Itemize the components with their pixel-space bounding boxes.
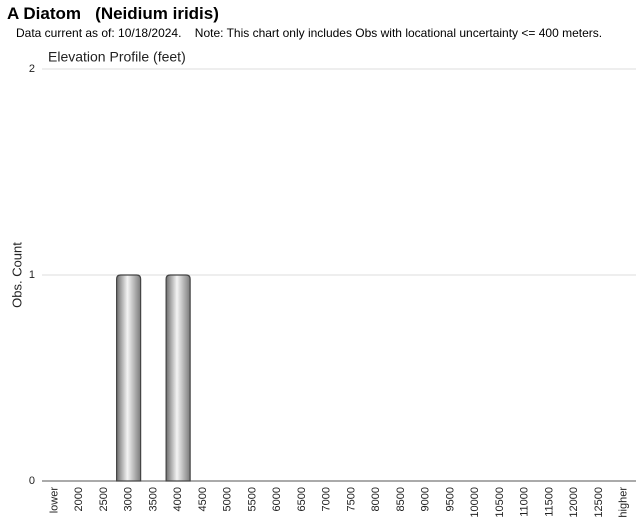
x-tick-label: 5500 — [246, 487, 258, 511]
x-tick-label: 6000 — [271, 487, 283, 511]
bar — [165, 274, 191, 482]
x-tick-label: 12000 — [568, 487, 580, 518]
x-tick-label: 2000 — [73, 487, 85, 511]
x-tick-label: 6500 — [296, 487, 308, 511]
x-tick-label: 7500 — [345, 487, 357, 511]
y-tick-label: 1 — [29, 269, 35, 281]
x-tick-label: 11500 — [543, 487, 555, 517]
x-tick-label: 3500 — [147, 487, 159, 511]
x-tick-label: 7000 — [321, 487, 333, 511]
bar — [116, 274, 142, 482]
x-tick-label: 2500 — [98, 487, 110, 511]
x-tick-label: 10000 — [469, 487, 481, 518]
y-axis-label: Obs. Count — [9, 242, 24, 308]
chart-title: Elevation Profile (feet) — [48, 49, 186, 65]
x-tick-label: 10500 — [494, 487, 506, 518]
x-tick-label: 4000 — [172, 487, 184, 511]
x-tick-label: 9000 — [420, 487, 432, 511]
x-tick-label: lower — [48, 487, 60, 514]
x-tick-label: 12500 — [593, 487, 605, 518]
x-tick-label: higher — [618, 487, 630, 518]
x-tick-label: 11000 — [519, 487, 531, 517]
x-tick-label: 8000 — [370, 487, 382, 511]
y-tick-label: 2 — [29, 63, 35, 75]
x-tick-label: 5000 — [222, 487, 234, 511]
x-tick-label: 4500 — [197, 487, 209, 511]
page-title: A Diatom (Neidium iridis) — [7, 4, 219, 23]
x-tick-label: 9500 — [444, 487, 456, 511]
page-subtitle: Data current as of: 10/18/2024. Note: Th… — [16, 26, 603, 40]
x-tick-label: 3000 — [123, 487, 135, 511]
y-tick-label: 0 — [29, 475, 35, 487]
x-tick-label: 8500 — [395, 487, 407, 511]
